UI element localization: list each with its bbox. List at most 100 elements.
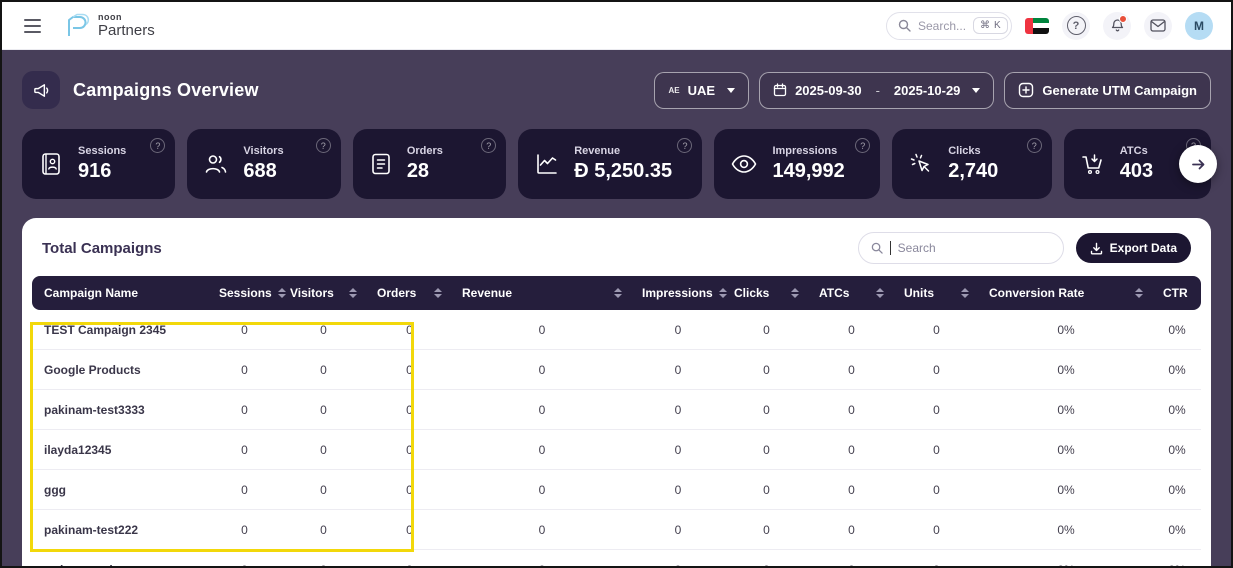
- stat-card-revenue: Revenue Ð 5,250.35 ?: [518, 129, 703, 199]
- sort-icon[interactable]: [614, 288, 624, 298]
- help-tooltip-icon[interactable]: ?: [315, 138, 331, 153]
- metric-cell: 0: [724, 390, 809, 430]
- metric-cell: 0: [209, 550, 280, 567]
- logo-text-partners: Partners: [98, 22, 155, 39]
- plus-square-icon: [1018, 82, 1034, 98]
- table-search-input[interactable]: Search: [857, 232, 1064, 264]
- column-header-ctr[interactable]: CTR: [1153, 276, 1201, 310]
- column-header-conversion-rate[interactable]: Conversion Rate: [979, 276, 1153, 310]
- metric-cell: 0: [809, 310, 894, 350]
- table-search-placeholder: Search: [897, 241, 936, 255]
- campaign-name-cell[interactable]: pakinam-test222: [32, 510, 209, 550]
- country-selector[interactable]: AE UAE: [654, 71, 750, 109]
- stat-label: Revenue: [574, 145, 621, 157]
- column-header-visitors[interactable]: Visitors: [280, 276, 367, 310]
- metric-cell: 0: [724, 510, 809, 550]
- sort-icon[interactable]: [791, 288, 801, 298]
- table-row[interactable]: ilayda12345 0 0 0 0 0 0 0 0 0% 0%: [32, 430, 1201, 470]
- campaign-name-cell[interactable]: TEST Campaign 2345: [32, 310, 209, 350]
- metric-cell: 0: [894, 350, 979, 390]
- column-header-orders[interactable]: Orders: [367, 276, 452, 310]
- metric-cell: 0: [724, 550, 809, 567]
- line-chart-icon: [533, 150, 561, 178]
- metric-cell: 0: [452, 470, 632, 510]
- metric-cell: 0%: [1153, 310, 1201, 350]
- global-search-input[interactable]: Search... ⌘ K: [886, 11, 1012, 40]
- download-icon: [1090, 242, 1103, 255]
- sort-icon[interactable]: [718, 288, 729, 298]
- campaign-name-cell[interactable]: ggg: [32, 470, 209, 510]
- metric-cell: 0: [809, 510, 894, 550]
- question-icon: ?: [1066, 16, 1086, 35]
- column-header-clicks[interactable]: Clicks: [724, 276, 809, 310]
- metric-cell: 0%: [979, 310, 1153, 350]
- table-row[interactable]: pakinam-test222 0 0 0 0 0 0 0 0 0% 0%: [32, 510, 1201, 550]
- menu-icon[interactable]: [20, 15, 45, 37]
- metric-cell: 0: [280, 350, 367, 390]
- carousel-next-button[interactable]: [1179, 145, 1217, 183]
- calendar-icon: [773, 83, 787, 97]
- people-icon: [202, 150, 230, 178]
- date-range-picker[interactable]: 2025-09-30 - 2025-10-29: [759, 71, 995, 109]
- brand-logo[interactable]: noon Partners: [61, 11, 155, 41]
- metric-cell: 0%: [1153, 550, 1201, 567]
- main-content: Campaigns Overview AE UAE 2025-09-30 - 2…: [2, 50, 1231, 567]
- table-row[interactable]: Google Products 0 0 0 0 0 0 0 0 0% 0%: [32, 350, 1201, 390]
- keyboard-shortcut-badge: ⌘ K: [973, 17, 1008, 34]
- metric-cell: 0: [894, 310, 979, 350]
- document-icon: [368, 151, 394, 177]
- help-tooltip-icon[interactable]: ?: [855, 138, 871, 153]
- column-header-atcs[interactable]: ATCs: [809, 276, 894, 310]
- help-button[interactable]: ?: [1062, 11, 1090, 40]
- help-tooltip-icon[interactable]: ?: [481, 138, 497, 153]
- notifications-button[interactable]: [1103, 11, 1131, 40]
- campaign-name-cell[interactable]: Google Products: [32, 350, 209, 390]
- date-separator: -: [875, 82, 880, 98]
- table-header-row: Campaign Name Sessions Visitors Orders R…: [32, 276, 1201, 310]
- table-row[interactable]: TEST Campaign 2345 0 0 0 0 0 0 0 0 0% 0%: [32, 310, 1201, 350]
- sort-icon[interactable]: [961, 288, 971, 298]
- stat-value: 403: [1119, 160, 1154, 182]
- help-tooltip-icon[interactable]: ?: [1026, 138, 1042, 153]
- sort-icon[interactable]: [876, 288, 886, 298]
- avatar[interactable]: M: [1185, 11, 1213, 40]
- export-data-button[interactable]: Export Data: [1075, 233, 1191, 263]
- metric-cell: 0: [809, 550, 894, 567]
- topbar: noon Partners Search... ⌘ K ?: [2, 2, 1231, 50]
- stat-card-visitors: Visitors 688 ?: [187, 129, 341, 199]
- metric-cell: 0%: [1153, 470, 1201, 510]
- table-row[interactable]: web-campaign000000000%0%: [32, 550, 1201, 567]
- metric-cell: 0: [452, 390, 632, 430]
- sort-icon[interactable]: [1135, 288, 1145, 298]
- metric-cell: 0: [632, 350, 724, 390]
- table-row[interactable]: ggg 0 0 0 0 0 0 0 0 0% 0%: [32, 470, 1201, 510]
- table-row[interactable]: pakinam-test3333 0 0 0 0 0 0 0 0 0% 0%: [32, 390, 1201, 430]
- help-tooltip-icon[interactable]: ?: [677, 138, 693, 153]
- metric-cell: 0%: [979, 390, 1153, 430]
- sort-icon[interactable]: [277, 288, 288, 298]
- column-header-impressions[interactable]: Impressions: [632, 276, 727, 310]
- campaign-name-cell[interactable]: ilayda12345: [32, 430, 209, 470]
- metric-cell: 0: [367, 390, 452, 430]
- search-icon: [898, 19, 911, 32]
- column-header-units[interactable]: Units: [894, 276, 979, 310]
- generate-utm-campaign-button[interactable]: Generate UTM Campaign: [1004, 71, 1211, 109]
- uae-flag-icon[interactable]: [1025, 17, 1049, 34]
- metric-cell: 0: [894, 390, 979, 430]
- metric-cell: 0: [632, 390, 724, 430]
- metric-cell: 0: [894, 510, 979, 550]
- column-header-revenue[interactable]: Revenue: [452, 276, 632, 310]
- metric-cell: 0: [452, 350, 632, 390]
- messages-button[interactable]: [1144, 11, 1172, 40]
- column-header-campaign-name[interactable]: Campaign Name: [32, 276, 209, 310]
- metric-cell: 0: [632, 470, 724, 510]
- sort-icon[interactable]: [434, 288, 444, 298]
- sort-icon[interactable]: [349, 288, 359, 298]
- help-tooltip-icon[interactable]: ?: [150, 138, 166, 153]
- campaign-name-cell[interactable]: web-campaign: [32, 550, 209, 567]
- metric-cell: 0: [367, 310, 452, 350]
- campaign-name-cell[interactable]: pakinam-test3333: [32, 390, 209, 430]
- chevron-down-icon: [727, 87, 736, 93]
- column-header-sessions[interactable]: Sessions: [209, 276, 286, 310]
